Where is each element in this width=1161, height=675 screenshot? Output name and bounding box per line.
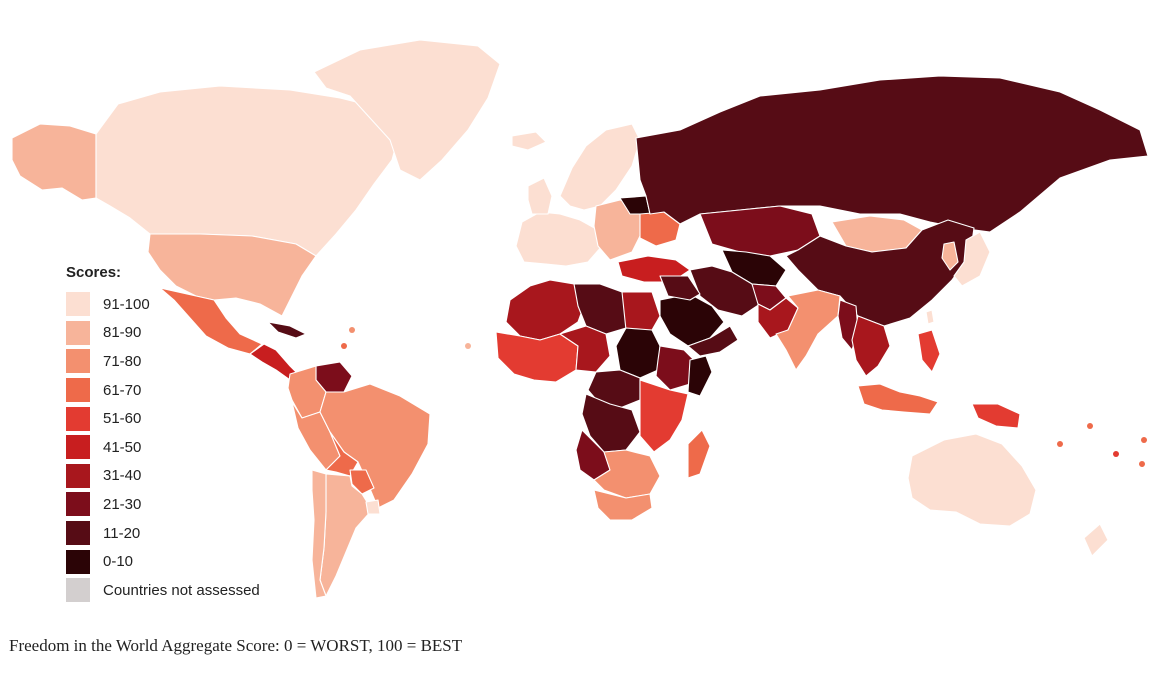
- legend-item: 81-90: [66, 319, 260, 348]
- legend-label: 51-60: [103, 410, 142, 428]
- legend-label: 41-50: [103, 438, 142, 456]
- region-scandinavia[interactable]: [559, 123, 641, 211]
- legend-item: 71-80: [66, 347, 260, 376]
- region-iraq-syria[interactable]: [659, 275, 701, 301]
- region-alaska[interactable]: [11, 123, 97, 201]
- region-central-africa[interactable]: [587, 369, 641, 409]
- world-map: [11, 39, 1149, 599]
- island-marker: [1139, 461, 1145, 467]
- legend-swatch: [66, 292, 90, 317]
- region-philippines[interactable]: [917, 329, 941, 373]
- region-indonesia[interactable]: [857, 383, 939, 415]
- legend-swatch: [66, 320, 90, 345]
- region-horn-of-africa[interactable]: [687, 355, 713, 397]
- legend-item: 51-60: [66, 404, 260, 433]
- legend-item: 91-100: [66, 290, 260, 319]
- region-chile[interactable]: [311, 469, 327, 599]
- legend-title: Scores:: [66, 264, 122, 281]
- region-madagascar[interactable]: [687, 429, 711, 479]
- legend-swatch: [66, 435, 90, 460]
- region-uruguay[interactable]: [365, 499, 381, 515]
- island-marker: [465, 343, 471, 349]
- island-marker: [1087, 423, 1093, 429]
- region-southeast-asia[interactable]: [851, 315, 891, 377]
- legend-swatch: [66, 349, 90, 374]
- region-new-zealand[interactable]: [1083, 523, 1109, 557]
- legend-swatch: [66, 549, 90, 574]
- region-greenland[interactable]: [313, 39, 501, 181]
- map-caption: Freedom in the World Aggregate Score: 0 …: [9, 636, 463, 655]
- legend-item: 41-50: [66, 433, 260, 462]
- region-western-europe[interactable]: [515, 211, 603, 267]
- region-sudan[interactable]: [615, 327, 661, 379]
- region-canada[interactable]: [95, 85, 401, 257]
- island-marker: [1141, 437, 1147, 443]
- region-ethiopia[interactable]: [655, 345, 699, 391]
- region-west-africa[interactable]: [495, 331, 579, 383]
- region-korea[interactable]: [941, 241, 959, 271]
- legend-item: 31-40: [66, 462, 260, 491]
- map-canvas: [11, 39, 1149, 599]
- legend-label: 71-80: [103, 352, 142, 370]
- region-russia[interactable]: [635, 75, 1149, 233]
- legend-item: Countries not assessed: [66, 576, 260, 605]
- region-iceland[interactable]: [511, 131, 547, 151]
- region-australia[interactable]: [907, 433, 1037, 527]
- region-egypt[interactable]: [621, 291, 661, 331]
- legend-swatch: [66, 492, 90, 517]
- legend-swatch: [66, 578, 90, 603]
- legend-item: 11-20: [66, 519, 260, 548]
- region-japan[interactable]: [953, 231, 991, 287]
- legend-swatch: [66, 521, 90, 546]
- region-india[interactable]: [775, 289, 841, 371]
- legend-label: 61-70: [103, 381, 142, 399]
- legend-label: 21-30: [103, 495, 142, 513]
- island-marker: [341, 343, 347, 349]
- region-bolivia[interactable]: [325, 431, 359, 477]
- legend-swatch: [66, 463, 90, 488]
- legend-item: 61-70: [66, 376, 260, 405]
- region-libya[interactable]: [573, 283, 631, 335]
- region-sahel[interactable]: [559, 325, 611, 373]
- island-marker: [1113, 451, 1119, 457]
- legend-label: 11-20: [103, 524, 141, 542]
- region-north-africa-west[interactable]: [505, 279, 587, 341]
- island-marker: [1057, 441, 1063, 447]
- region-uk[interactable]: [527, 177, 553, 215]
- legend-label: 91-100: [103, 295, 150, 313]
- region-south-africa[interactable]: [593, 489, 653, 521]
- legend-label: 81-90: [103, 324, 142, 342]
- legend-items: 91-100 81-90 71-80 61-70 51-60 41-50 31-40 21-3…: [66, 290, 260, 605]
- legend: Scores: 91-100 81-90 71-80 61-70 51-60 41-50 3…: [66, 264, 260, 605]
- region-mexico[interactable]: [159, 287, 263, 355]
- region-cuba[interactable]: [267, 321, 307, 339]
- region-yemen-oman[interactable]: [687, 325, 739, 357]
- legend-item: 21-30: [66, 490, 260, 519]
- legend-swatch: [66, 378, 90, 403]
- region-papua-new-guinea[interactable]: [971, 403, 1021, 429]
- region-usa[interactable]: [147, 233, 317, 317]
- legend-label: 31-40: [103, 467, 142, 485]
- region-east-africa[interactable]: [639, 379, 689, 453]
- legend-label: Countries not assessed: [103, 581, 260, 599]
- region-taiwan[interactable]: [925, 309, 935, 325]
- island-marker: [349, 327, 355, 333]
- region-china[interactable]: [785, 219, 975, 327]
- legend-item: 0-10: [66, 547, 260, 576]
- legend-label: 0-10: [103, 553, 134, 571]
- legend-swatch: [66, 406, 90, 431]
